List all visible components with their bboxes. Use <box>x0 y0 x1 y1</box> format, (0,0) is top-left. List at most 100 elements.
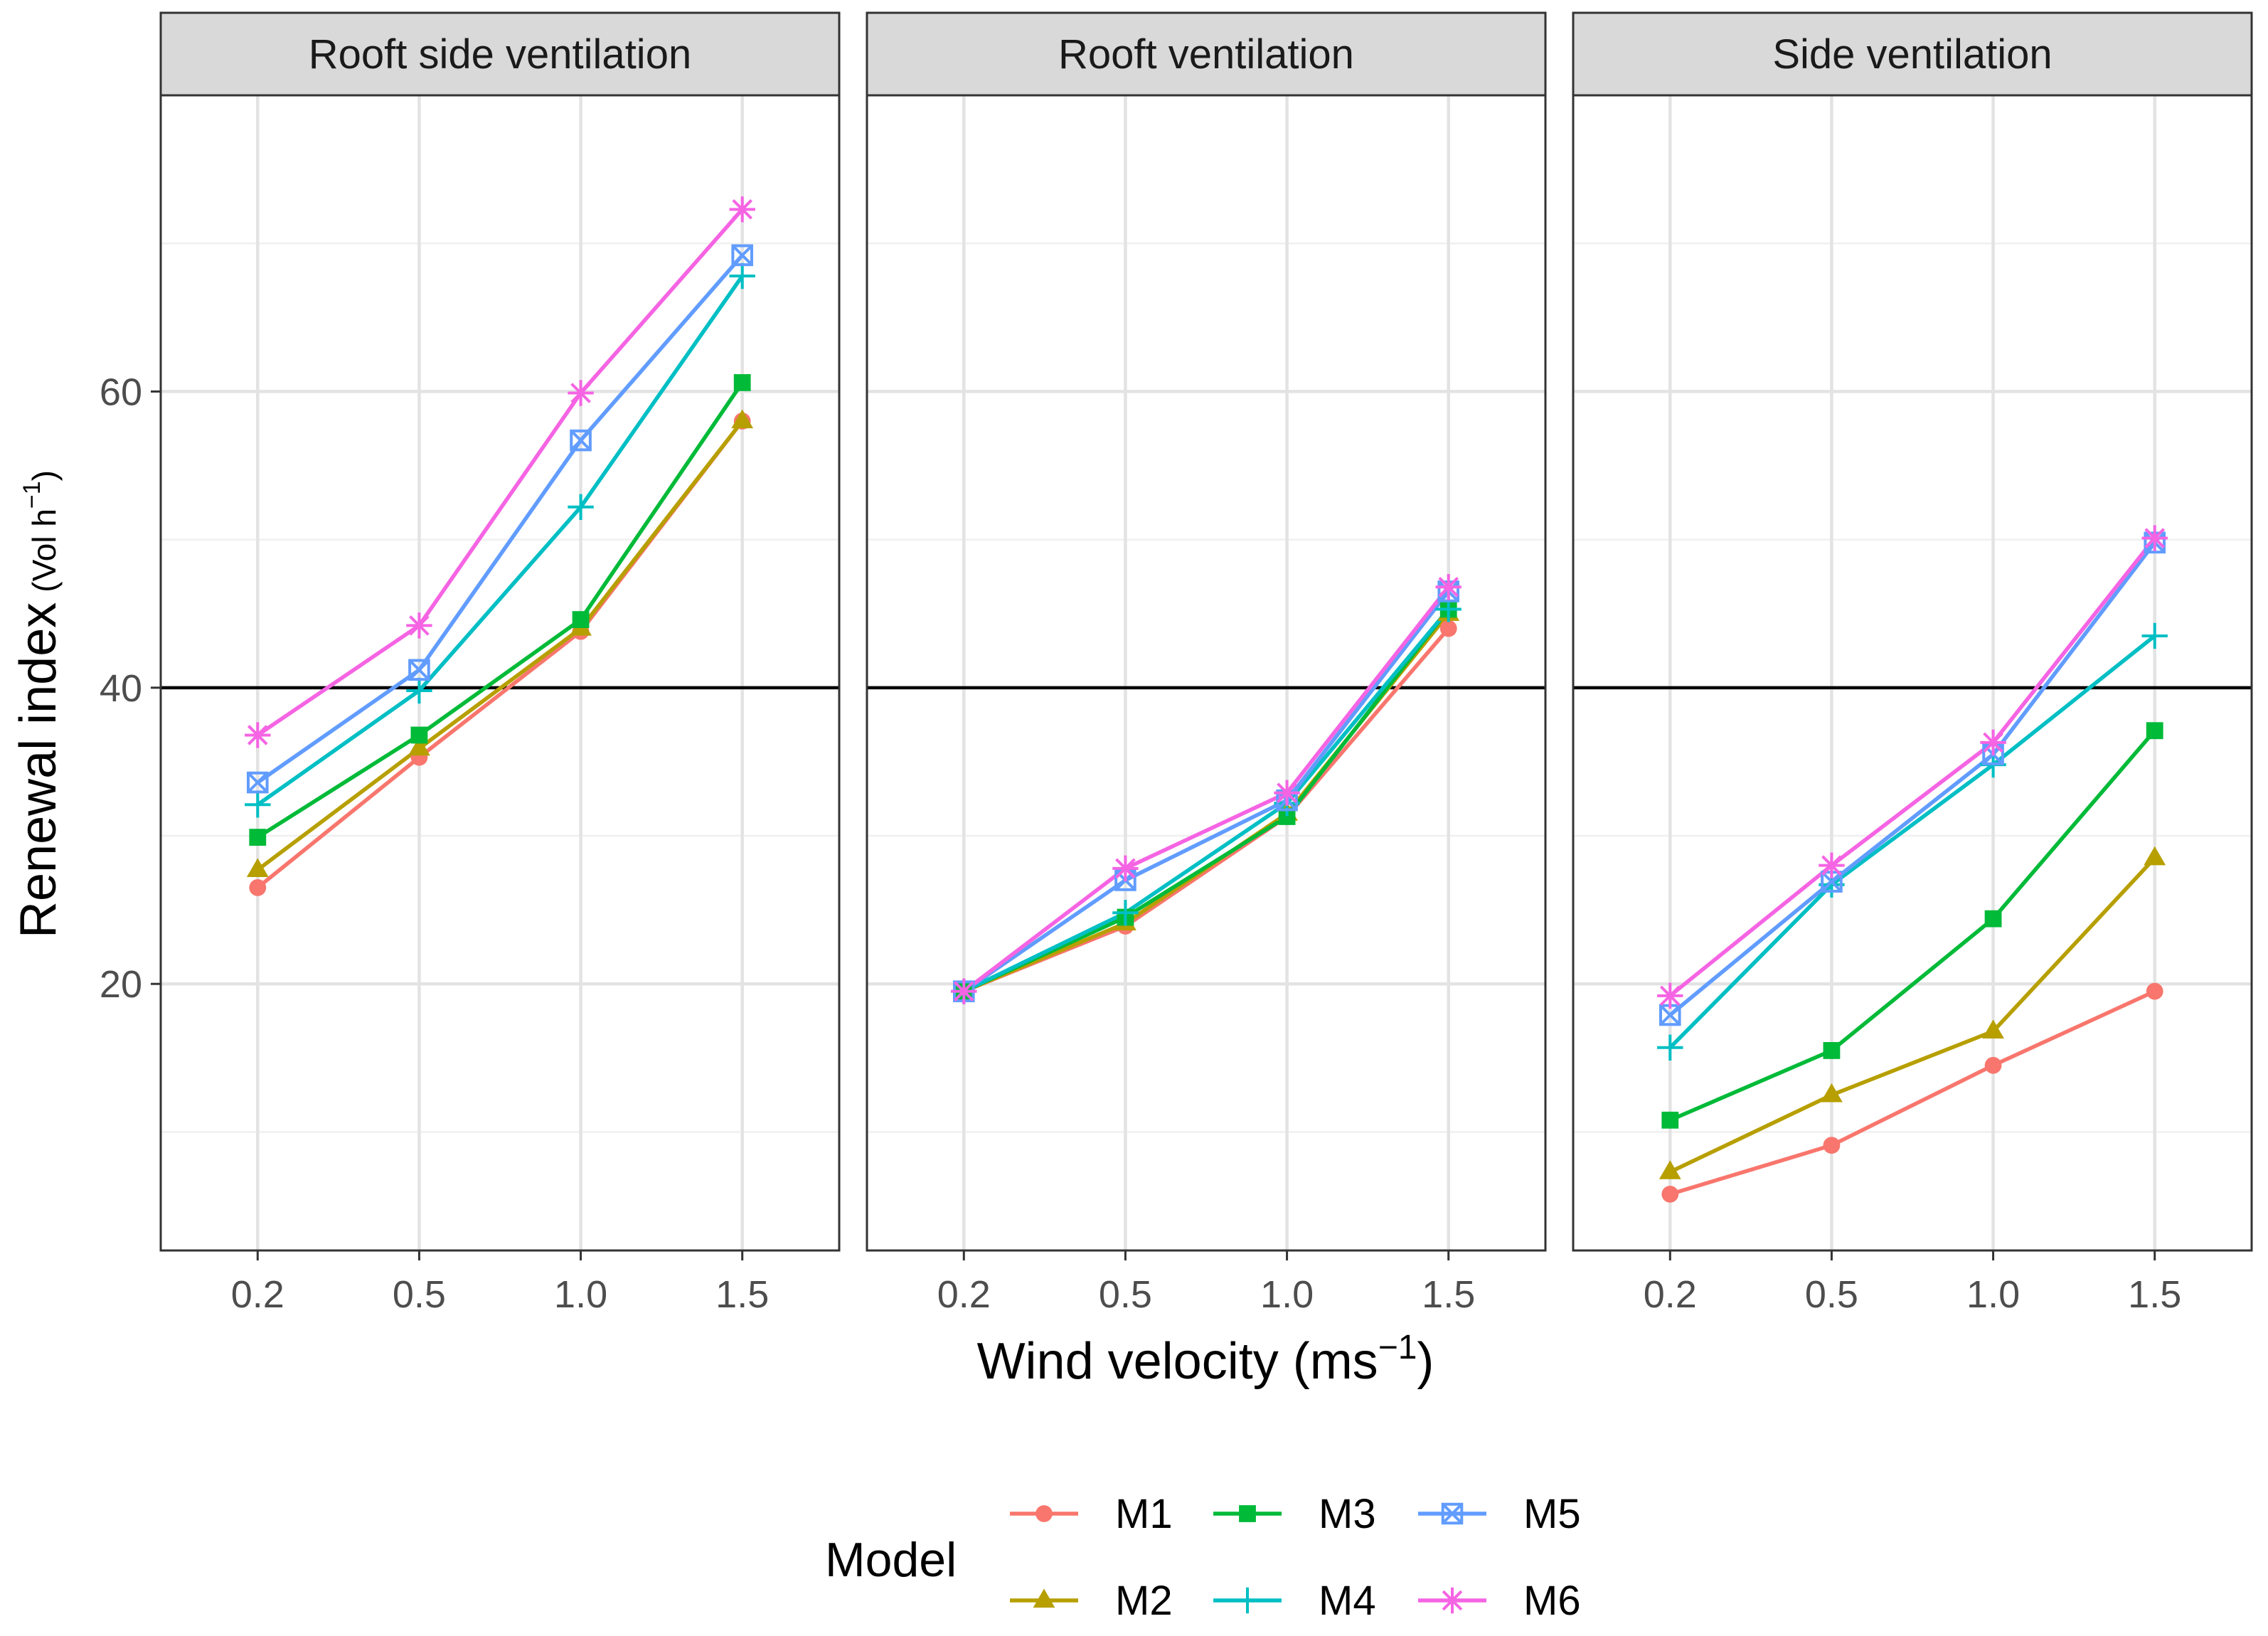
series-line-M3 <box>1669 729 2156 1122</box>
legend-item-M5: M5 <box>1418 1491 1581 1537</box>
panel-background <box>867 95 1545 1250</box>
panel-background <box>161 95 839 1250</box>
panel-strip <box>866 11 1547 97</box>
data-point-M4 <box>729 262 755 290</box>
data-point-M5 <box>1821 871 1843 893</box>
data-point-M6 <box>2141 525 2168 551</box>
panel-strip-title: Rooft side ventilation <box>309 31 691 78</box>
series-line-M3 <box>256 381 744 839</box>
x-tick-label: 1.0 <box>1966 1273 2020 1316</box>
series-line-M6 <box>256 208 744 737</box>
series-line-M2 <box>1669 856 2156 1174</box>
data-point-M2 <box>1821 1083 1843 1103</box>
data-point-M2 <box>1982 1019 2004 1039</box>
x-axis-title: Wind velocity (ms−1) <box>977 1329 1434 1390</box>
series-line-M5 <box>256 254 744 785</box>
data-point-M4 <box>568 494 594 521</box>
data-point-M3 <box>1661 1111 1679 1129</box>
series-points-M1 <box>1661 982 2163 1203</box>
series-points-M5 <box>246 244 754 794</box>
panel-2: Rooft ventilation 0.2 0.5 1.0 1.5 <box>866 11 1547 1316</box>
data-point-M3 <box>410 726 428 744</box>
series-line-M1 <box>1669 989 2156 1196</box>
panel-border <box>1572 94 2253 1252</box>
x-tick-label: 0.2 <box>1644 1273 1697 1316</box>
data-point-M6 <box>951 978 977 1004</box>
legend-items: M1 M2 M3 M4 M5 M6 <box>1010 1491 1581 1624</box>
panel-1: Rooft side ventilation 0.2 0.5 1.0 1.5 20 40 60 <box>100 11 841 1316</box>
panel-strip <box>159 11 841 97</box>
series-points-M6 <box>245 196 755 748</box>
legend-label: M2 <box>1115 1578 1173 1624</box>
data-point-M1 <box>1984 1056 2002 1074</box>
data-point-M2 <box>2144 846 2166 866</box>
data-point-M1 <box>249 878 267 896</box>
data-point-M3 <box>1984 910 2002 928</box>
data-point-M6 <box>1980 729 2006 756</box>
x-tick-label: 0.2 <box>937 1273 991 1316</box>
data-point-M3 <box>1278 808 1296 825</box>
legend-label: M5 <box>1523 1491 1581 1537</box>
x-tick-label: 1.5 <box>2128 1273 2181 1316</box>
data-point-M6 <box>1435 574 1462 600</box>
data-point-M5 <box>1659 1004 1681 1026</box>
data-point-M5 <box>246 771 269 794</box>
data-point-M2 <box>246 858 269 878</box>
data-point-M3 <box>2146 722 2163 740</box>
x-tick-label: 1.0 <box>1260 1273 1314 1316</box>
legend-label: M3 <box>1319 1491 1376 1537</box>
series-line-M4 <box>963 607 1450 994</box>
panel-3: Side ventilation 0.2 0.5 1.0 1.5 <box>1572 11 2253 1316</box>
y-tick-label: 60 <box>100 371 142 413</box>
data-point-M6 <box>729 196 755 223</box>
series-points-M6 <box>1657 525 2168 1009</box>
series-line-M6 <box>962 585 1450 993</box>
data-point-M6 <box>568 380 594 406</box>
data-point-M1 <box>1439 620 1457 637</box>
series-points-M3 <box>1661 722 2163 1129</box>
legend-key-marker <box>1439 1587 1466 1614</box>
legend: Model M1 M2 M3 M4 M5 M6 <box>825 1491 1581 1624</box>
series-line-M3 <box>963 607 1450 994</box>
panel-border <box>866 94 1547 1252</box>
data-point-M5 <box>570 429 592 452</box>
data-point-M1 <box>1823 1137 1841 1154</box>
data-point-M5 <box>731 244 754 267</box>
legend-key-marker <box>1239 1505 1256 1522</box>
panel-background <box>1573 95 2252 1250</box>
series-points-M6 <box>951 574 1462 1004</box>
series-points-M2 <box>1659 846 2166 1179</box>
x-tick-label: 1.5 <box>1422 1273 1475 1316</box>
data-point-M2 <box>1659 1160 1681 1179</box>
y-tick-label: 20 <box>100 963 142 1006</box>
data-point-M6 <box>245 722 271 748</box>
data-point-M2 <box>731 409 754 429</box>
data-point-M6 <box>1112 855 1139 882</box>
data-point-M6 <box>1274 780 1300 806</box>
panel-border <box>159 94 841 1252</box>
series-line-M5 <box>1668 541 2156 1017</box>
legend-key-marker <box>1035 1505 1053 1522</box>
legend-label: M4 <box>1319 1578 1376 1624</box>
legend-key-marker <box>1441 1502 1464 1525</box>
legend-item-M4: M4 <box>1213 1578 1376 1624</box>
x-tick-label: 0.5 <box>1805 1273 1858 1316</box>
data-point-M3 <box>733 374 751 391</box>
legend-label: M1 <box>1115 1491 1173 1537</box>
legend-item-M6: M6 <box>1418 1578 1581 1624</box>
y-tick-label: 40 <box>100 667 142 710</box>
x-tick-label: 0.2 <box>231 1273 284 1316</box>
legend-item-M1: M1 <box>1010 1491 1173 1537</box>
series-line-M4 <box>1668 634 2156 1049</box>
legend-key-marker <box>1033 1588 1055 1608</box>
data-point-M5 <box>408 659 430 681</box>
series-points-M4 <box>245 262 755 818</box>
data-point-M3 <box>249 829 267 846</box>
data-point-M2 <box>408 736 430 756</box>
data-point-M4 <box>245 792 271 818</box>
series-line-M5 <box>962 590 1450 993</box>
y-axis-title: Renewal index(Vol h−1) <box>10 470 67 938</box>
legend-item-M2: M2 <box>1010 1578 1173 1624</box>
panels-layer: Rooft side ventilation 0.2 0.5 1.0 1.5 20 40 60… <box>100 11 2253 1316</box>
